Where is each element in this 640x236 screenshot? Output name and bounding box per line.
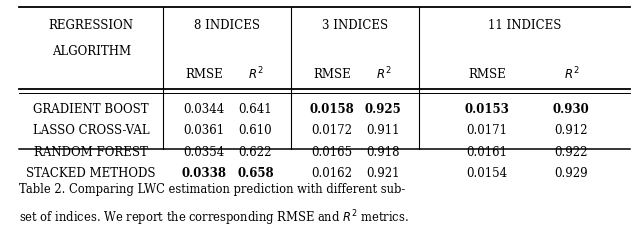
Text: 0.0361: 0.0361: [184, 124, 225, 138]
Text: Table 2. Comparing LWC estimation prediction with different sub-: Table 2. Comparing LWC estimation predic…: [19, 183, 406, 197]
Text: 0.922: 0.922: [554, 146, 588, 159]
Text: 0.610: 0.610: [239, 124, 272, 138]
Text: RMSE: RMSE: [186, 68, 223, 81]
Text: RMSE: RMSE: [468, 68, 506, 81]
Text: 0.911: 0.911: [367, 124, 400, 138]
Text: 0.0162: 0.0162: [312, 167, 353, 180]
Text: RMSE: RMSE: [314, 68, 351, 81]
Text: STACKED METHODS: STACKED METHODS: [26, 167, 156, 180]
Text: 11 INDICES: 11 INDICES: [488, 19, 561, 33]
Text: 0.658: 0.658: [237, 167, 274, 180]
Text: GRADIENT BOOST: GRADIENT BOOST: [33, 103, 149, 116]
Text: 0.925: 0.925: [365, 103, 402, 116]
Text: 0.0344: 0.0344: [184, 103, 225, 116]
Text: 0.641: 0.641: [239, 103, 272, 116]
Text: 0.0165: 0.0165: [312, 146, 353, 159]
Text: 0.918: 0.918: [367, 146, 400, 159]
Text: RANDOM FOREST: RANDOM FOREST: [35, 146, 148, 159]
Text: REGRESSION: REGRESSION: [49, 19, 134, 33]
Text: 0.930: 0.930: [553, 103, 589, 116]
Text: 3 INDICES: 3 INDICES: [322, 19, 388, 33]
Text: 0.622: 0.622: [239, 146, 272, 159]
Text: 0.0171: 0.0171: [467, 124, 508, 138]
Text: 0.0153: 0.0153: [465, 103, 509, 116]
Text: LASSO CROSS-VAL: LASSO CROSS-VAL: [33, 124, 150, 138]
Text: 0.0172: 0.0172: [312, 124, 353, 138]
Text: 0.0154: 0.0154: [466, 167, 508, 180]
Text: set of indices. We report the corresponding RMSE and $R^2$ metrics.: set of indices. We report the correspond…: [19, 208, 409, 228]
Text: $R^2$: $R^2$: [376, 66, 391, 83]
Text: ALGORITHM: ALGORITHM: [52, 45, 131, 59]
Text: 0.0354: 0.0354: [184, 146, 225, 159]
Text: $R^2$: $R^2$: [248, 66, 263, 83]
Text: 0.0158: 0.0158: [310, 103, 355, 116]
Text: 0.929: 0.929: [554, 167, 588, 180]
Text: $R^2$: $R^2$: [564, 66, 579, 83]
Text: 0.912: 0.912: [554, 124, 588, 138]
Text: 8 INDICES: 8 INDICES: [194, 19, 260, 33]
Text: 0.0161: 0.0161: [467, 146, 508, 159]
Text: 0.921: 0.921: [367, 167, 400, 180]
Text: 0.0338: 0.0338: [182, 167, 227, 180]
